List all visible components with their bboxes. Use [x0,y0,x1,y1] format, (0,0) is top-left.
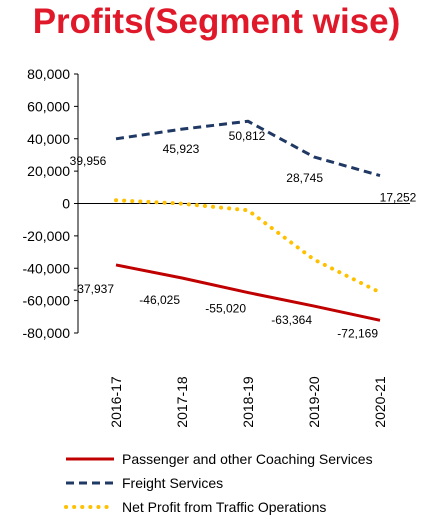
data-label: 45,923 [163,142,200,156]
legend-label: Net Profit from Traffic Operations [122,499,326,515]
y-axis: 80,000 60,000 40,000 20,000 0 -20,000 -40,000 -… [23,66,79,341]
x-axis: 2016-17 2017-18 2018-19 2019-20 2020-21 [78,203,410,428]
data-labels: 39,956 45,923 50,812 28,745 17,252 -37,937 -46… [70,129,417,340]
data-label: 50,812 [229,129,266,143]
data-label: 39,956 [70,154,107,168]
x-tick-label: 2019-20 [306,376,322,428]
series-line-2 [115,119,381,178]
series-line-3 [114,198,382,295]
x-tick-label: 2018-19 [240,376,256,428]
data-label: -72,169 [337,326,378,340]
y-tick-label: -60,000 [23,293,71,309]
data-label: 17,252 [380,191,417,205]
y-tick-label: 60,000 [27,98,70,114]
x-tick-label: 2016-17 [108,376,124,428]
chart-title: Profits(Segment wise) [32,2,401,41]
legend-label: Freight Services [122,475,223,491]
y-tick-label: -20,000 [23,228,71,244]
x-tick-label: 2020-21 [372,376,388,428]
series-line-1 [115,263,381,322]
y-tick-label: 80,000 [27,66,70,82]
y-tick-label: 20,000 [27,163,70,179]
y-tick-label: -80,000 [23,325,71,341]
data-label: -37,937 [73,282,114,296]
x-tick-label: 2017-18 [174,376,190,428]
y-tick-label: 40,000 [27,131,70,147]
series-lines [114,119,382,322]
data-label: 28,745 [286,171,323,185]
data-label: -63,364 [271,313,312,327]
y-tick-label: -40,000 [23,260,71,276]
data-label: -55,020 [205,302,246,316]
y-tick-label: 0 [62,196,70,212]
data-label: -46,025 [139,293,180,307]
legend-label: Passenger and other Coaching Services [122,451,373,467]
legend: Passenger and other Coaching Services Fre… [64,451,373,515]
